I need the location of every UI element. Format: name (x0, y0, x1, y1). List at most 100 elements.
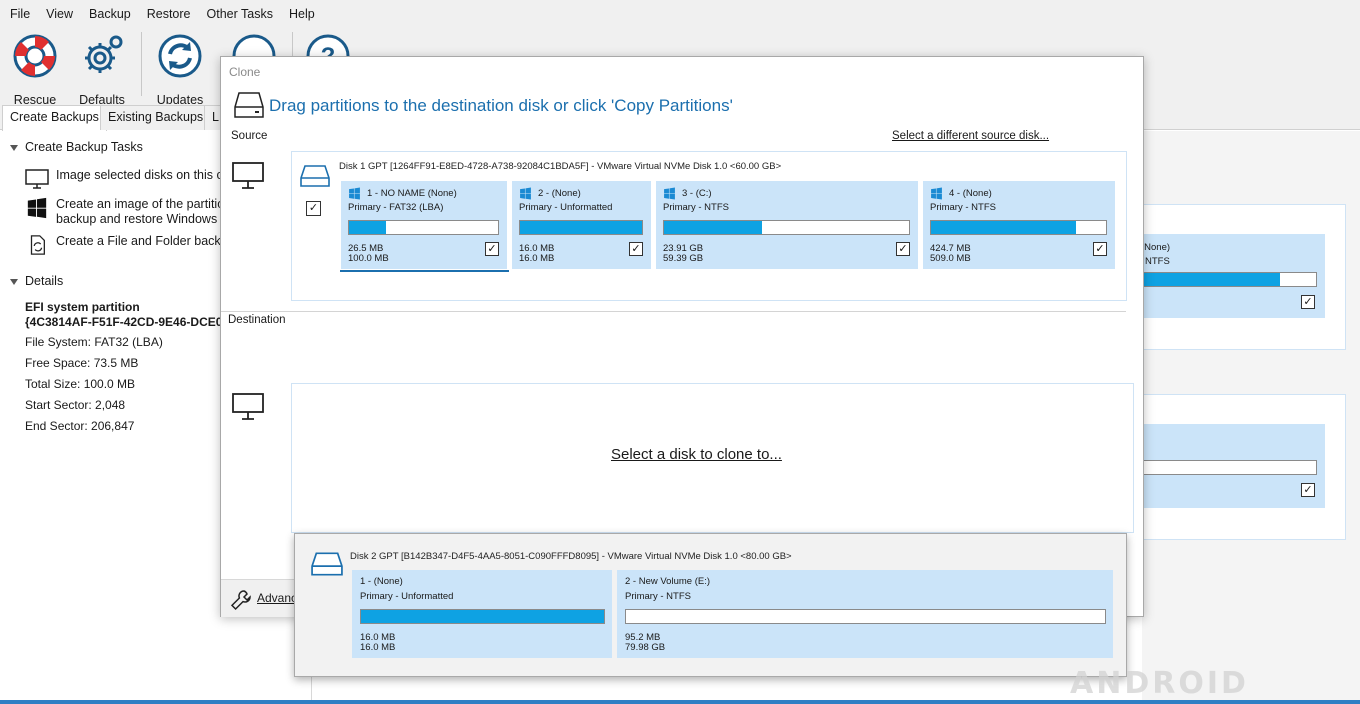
updates-button[interactable]: Updates (148, 30, 212, 107)
refresh-icon (158, 34, 202, 78)
destination-partition-1[interactable]: 1 - (None) Primary - Unformatted 16.0 MB… (352, 570, 612, 658)
menu-other-tasks[interactable]: Other Tasks (206, 7, 273, 21)
monitor-icon (232, 162, 264, 189)
partition-checkbox[interactable]: ✓ (629, 242, 643, 256)
detail-title: EFI system partition (25, 300, 140, 314)
destination-partition-2[interactable]: 2 - New Volume (E:) Primary - NTFS 95.2 … (617, 570, 1113, 658)
partition-sizes: 26.5 MB 100.0 MB (348, 244, 389, 264)
tab-create-backups[interactable]: Create Backups (2, 105, 107, 131)
partition-total: 509.0 MB (930, 253, 971, 264)
disk-icon (234, 92, 264, 118)
select-destination-disk-link[interactable]: Select a disk to clone to... (611, 446, 782, 463)
task-file-folder[interactable]: Create a File and Folder backup (25, 234, 235, 256)
partition-type: Primary - NTFS (663, 202, 729, 213)
partition-name: 2 - (None) (519, 187, 581, 200)
partition-used: 16.0 MB (519, 243, 555, 254)
partition-name: 4 - (None) (930, 187, 992, 200)
dragged-disk-popup[interactable]: Disk 2 GPT [B142B347-D4F5-4AA5-8051-C090… (294, 533, 1127, 677)
source-partition-4[interactable]: 4 - (None) Primary - NTFS 424.7 MB 509.0 … (923, 181, 1115, 269)
dialog-heading: Drag partitions to the destination disk … (233, 91, 733, 121)
windows-icon (664, 187, 675, 200)
partition-total: 79.98 GB (625, 642, 666, 653)
source-label: Source (231, 130, 268, 142)
background-disk-box: ✓ (1132, 394, 1346, 540)
windows-icon (520, 187, 531, 200)
background-usage-bar (1133, 272, 1317, 287)
watermark: ANDROID AUTHORITY (1070, 666, 1288, 704)
source-partition-1[interactable]: 1 - NO NAME (None) Primary - FAT32 (LBA)… (341, 181, 507, 269)
menu-restore[interactable]: Restore (146, 7, 191, 21)
toolbar-separator (141, 32, 142, 96)
partition-sizes: 424.7 MB 509.0 MB (930, 244, 971, 264)
menu-backup[interactable]: Backup (89, 7, 131, 21)
partition-type: Primary - NTFS (625, 591, 691, 602)
partition-usage-fill (931, 221, 1077, 234)
partition-usage-fill (361, 610, 604, 623)
source-partition-2[interactable]: 2 - (None) Primary - Unformatted 16.0 MB… (512, 181, 651, 269)
partition-name: 1 - NO NAME (None) (348, 187, 457, 200)
wrench-icon (230, 590, 251, 611)
partition-usage-bar (360, 609, 605, 624)
partition-sizes: 95.2 MB 79.98 GB (625, 633, 665, 653)
advanced-options-button[interactable]: Advanc (221, 579, 299, 617)
task-image-disks-label: Image selected disks on this co (56, 168, 230, 182)
partition-name-text: 4 - (None) (949, 188, 992, 199)
partition-name-text: 3 - (C:) (682, 188, 712, 199)
source-partition-3[interactable]: 3 - (C:) Primary - NTFS 23.91 GB 59.39 GB… (656, 181, 918, 269)
detail-end-sector: End Sector: 206,847 (25, 419, 135, 433)
partition-checkbox[interactable]: ✓ (1093, 242, 1107, 256)
partition-type: Primary - FAT32 (LBA) (348, 202, 444, 213)
detail-file-system: File System: FAT32 (LBA) (25, 335, 163, 349)
partition-total: 100.0 MB (348, 253, 389, 264)
dialog-heading-text: Drag partitions to the destination disk … (269, 96, 733, 115)
partition-usage-fill (349, 221, 387, 234)
destination-disk-box[interactable] (291, 383, 1134, 533)
partition-type: Primary - Unformatted (519, 202, 613, 213)
rescue-label: Rescue (13, 93, 57, 107)
task-image-disks[interactable]: Image selected disks on this co (25, 168, 230, 190)
detail-guid: {4C3814AF-F51F-42CD-9E46-DCE0 (25, 315, 223, 329)
collapse-icon (10, 144, 18, 151)
background-partition: ✓ (1133, 424, 1325, 508)
updates-label: Updates (156, 93, 204, 107)
details-header[interactable]: Details (10, 274, 63, 288)
windows-icon (931, 187, 942, 200)
background-partition-checkbox[interactable]: ✓ (1301, 295, 1315, 309)
destination-label: Destination (228, 314, 286, 326)
menu-file[interactable]: File (10, 7, 31, 21)
background-partition-checkbox[interactable]: ✓ (1301, 483, 1315, 497)
defaults-button[interactable]: Defaults (70, 30, 134, 107)
rescue-button[interactable]: Rescue (3, 30, 67, 107)
partition-total: 59.39 GB (663, 253, 704, 264)
selected-partition-indicator (340, 270, 509, 272)
tasks-header[interactable]: Create Backup Tasks (10, 140, 143, 154)
partition-used: 424.7 MB (930, 243, 971, 254)
partition-used: 16.0 MB (360, 632, 396, 643)
gear-icon (85, 35, 123, 73)
menu-view[interactable]: View (46, 7, 74, 21)
disk-icon (300, 165, 330, 187)
file-sync-icon (30, 235, 45, 255)
taskbar-edge (0, 700, 1360, 704)
windows-icon (27, 197, 47, 219)
disk-icon (311, 552, 343, 576)
partition-usage-fill (520, 221, 642, 234)
partition-name-text: 1 - NO NAME (None) (367, 188, 457, 199)
select-source-disk-link[interactable]: Select a different source disk... (892, 130, 1050, 142)
task-image-windows[interactable]: Create an image of the partitio backup an… (25, 197, 224, 227)
destination-disk-description: Disk 2 GPT [B142B347-D4F5-4AA5-8051-C090… (350, 551, 792, 562)
select-all-checkbox[interactable]: ✓ (306, 201, 321, 216)
partition-name: 1 - (None) (360, 576, 403, 587)
menu-help[interactable]: Help (288, 7, 315, 21)
detail-start-sector: Start Sector: 2,048 (25, 398, 126, 412)
partition-checkbox[interactable]: ✓ (485, 242, 499, 256)
partition-usage-fill (664, 221, 762, 234)
partition-used: 95.2 MB (625, 632, 661, 643)
details-header-label: Details (25, 274, 64, 288)
partition-name: 3 - (C:) (663, 187, 712, 200)
tab-existing-backups[interactable]: Existing Backups (100, 105, 212, 130)
partition-checkbox[interactable]: ✓ (896, 242, 910, 256)
detail-free-space: Free Space: 73.5 MB (25, 356, 139, 370)
partition-name: 2 - New Volume (E:) (625, 576, 710, 587)
background-disk-box: (None) NTFS ✓ (1132, 204, 1346, 350)
